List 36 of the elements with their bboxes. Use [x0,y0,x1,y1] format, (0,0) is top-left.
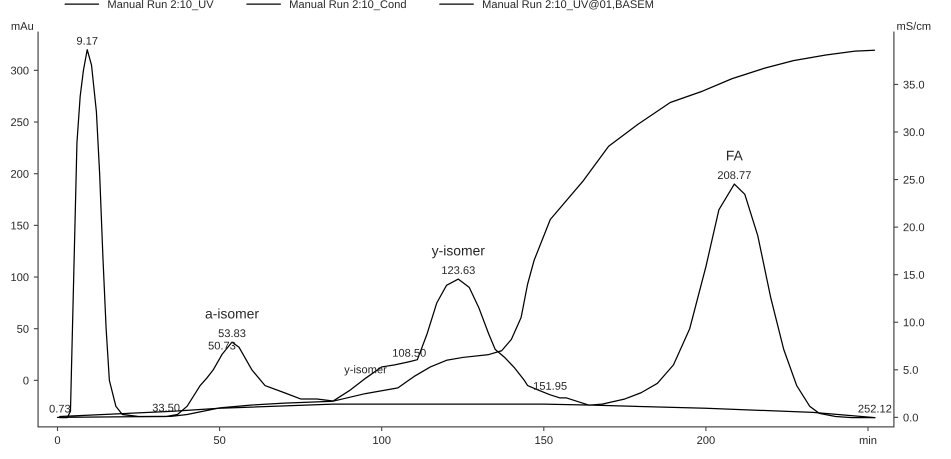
y-tick-label: 100 [11,273,29,282]
y2-tick-label: 10.0 [904,318,924,326]
annotation: 9.17 [76,36,98,45]
annotation: 33.50 [152,404,180,412]
x-tick-label: 150 [535,436,553,444]
y2-tick-label: 0.0 [903,414,918,422]
y2-tick-label: 20.0 [904,223,924,232]
y2-tick-label: 25.0 [904,176,924,184]
y2-tick-label: 35.0 [903,80,924,89]
y2-tick-label: 15.0 [904,270,924,279]
annotation: 208.77 [718,171,751,180]
annotation: FA [726,150,743,160]
x-tick-label: 100 [373,436,391,444]
y2-tick-label: 30.0 [903,128,924,136]
legend-label: Manual Run 2:10_UV [108,0,214,10]
annotation: 53.83 [218,329,246,338]
annotation: 123.63 [442,266,475,274]
legend-label: Manual Run 2:10_UV@01,BASEM [482,0,654,10]
y-axis-title: mAu [12,22,34,30]
y2-tick-label: 5.0 [903,366,918,374]
legend-label: Manual Run 2:10_Cond [290,0,406,10]
x-tick-label: 0 [54,436,60,444]
y-tick-label: 250 [11,118,29,126]
annotation: a-isomer [206,308,259,319]
annotation: y-isomer [432,245,485,258]
y2-axis-title: mS/cm [897,22,930,30]
y-tick-label: 50 [17,324,29,333]
x-tick-label: 50 [214,436,226,444]
x-tick-label: min [860,436,876,444]
y-tick-label: 200 [11,170,29,178]
x-tick-label: 200 [697,436,715,444]
y-tick-label: 0 [23,376,29,385]
y-tick-label: 300 [10,66,29,74]
y-tick-label: 150 [11,222,29,230]
annotation: 151.95 [534,382,567,390]
annotation: 252.12 [858,404,892,413]
